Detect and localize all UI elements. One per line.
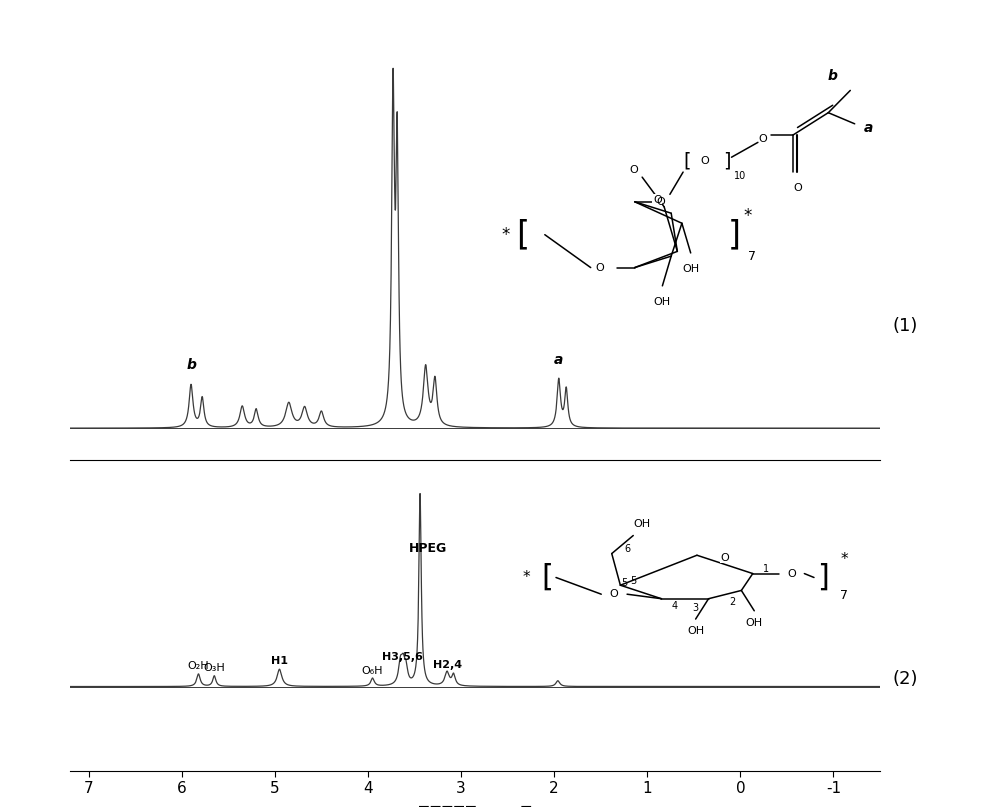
Text: 6: 6 (625, 544, 631, 554)
Text: 1: 1 (763, 564, 769, 574)
Text: a: a (863, 120, 873, 135)
Text: H3,5,6: H3,5,6 (382, 651, 423, 662)
Text: OH: OH (633, 519, 650, 529)
Text: *: * (743, 207, 751, 225)
Text: (2): (2) (892, 670, 918, 688)
Text: *: * (522, 570, 530, 585)
Text: O: O (793, 183, 802, 193)
Text: 7: 7 (840, 589, 848, 602)
Text: O: O (657, 197, 665, 207)
Text: OH: OH (746, 617, 763, 628)
Text: 7: 7 (748, 250, 756, 263)
Text: ]: ] (817, 563, 829, 592)
Text: O: O (653, 195, 662, 205)
Text: (1): (1) (892, 316, 918, 335)
Text: O: O (701, 156, 709, 166)
X-axis label: 化学位移（ppm）: 化学位移（ppm） (418, 805, 532, 807)
Text: ]: ] (723, 152, 731, 170)
Text: b: b (186, 358, 196, 372)
Text: O: O (595, 262, 604, 273)
Text: H2,4: H2,4 (433, 660, 462, 670)
Text: *: * (501, 226, 509, 244)
Text: b: b (828, 69, 838, 83)
Text: 2: 2 (730, 596, 736, 607)
Text: O₃H: O₃H (203, 663, 225, 673)
Text: O: O (758, 134, 767, 144)
Text: 10: 10 (734, 171, 746, 181)
Text: a: a (554, 353, 563, 367)
Text: ]: ] (727, 218, 740, 251)
Text: 5: 5 (630, 575, 636, 586)
Text: O₂H: O₂H (188, 661, 209, 671)
Text: 4: 4 (671, 600, 677, 611)
Text: 3: 3 (693, 603, 699, 613)
Text: OH: OH (654, 297, 671, 307)
Text: [: [ (541, 563, 553, 592)
Text: O: O (787, 569, 796, 579)
Text: 5: 5 (622, 578, 628, 588)
Text: OH: OH (682, 264, 699, 274)
Text: *: * (840, 552, 848, 567)
Text: H1: H1 (271, 656, 288, 667)
Text: [: [ (516, 218, 529, 251)
Text: O: O (629, 165, 638, 174)
Text: O: O (610, 589, 619, 600)
Text: HPEG: HPEG (409, 541, 447, 554)
Text: O₆H: O₆H (362, 666, 383, 675)
Text: O: O (720, 553, 729, 562)
Text: [: [ (684, 152, 691, 170)
Text: OH: OH (687, 626, 704, 636)
